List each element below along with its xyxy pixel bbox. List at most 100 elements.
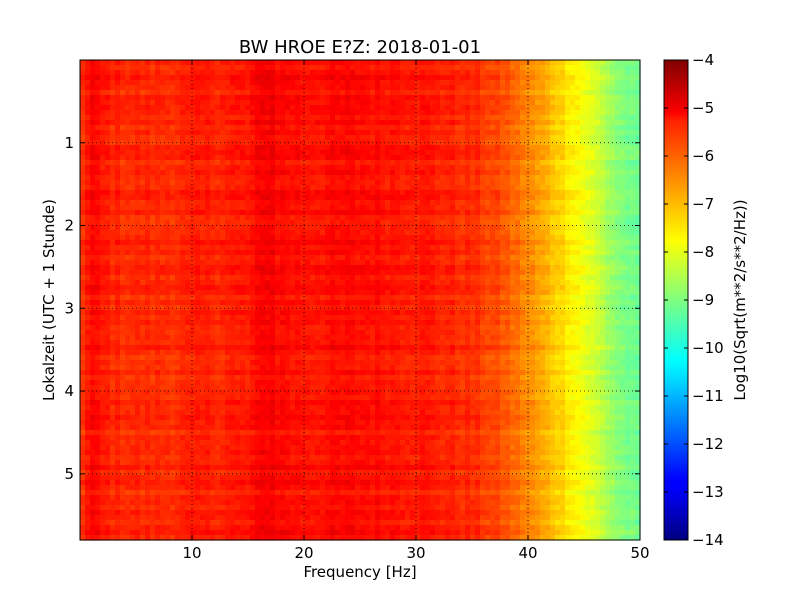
heatmap-cell: [595, 220, 601, 226]
heatmap-cell: [325, 170, 331, 176]
heatmap-cell: [455, 220, 461, 226]
heatmap-cell: [210, 110, 216, 116]
heatmap-cell: [215, 180, 221, 186]
heatmap-cell: [335, 110, 341, 116]
heatmap-cell: [330, 225, 336, 231]
heatmap-cell: [195, 170, 201, 176]
heatmap-cell: [120, 265, 126, 271]
heatmap-cell: [610, 90, 616, 96]
heatmap-cell: [320, 85, 326, 91]
heatmap-cell: [430, 65, 436, 71]
heatmap-cell: [340, 255, 346, 261]
heatmap-cell: [420, 165, 426, 171]
heatmap-cell: [325, 120, 331, 126]
heatmap-cell: [450, 125, 456, 131]
heatmap-cell: [620, 195, 626, 201]
heatmap-cell: [505, 125, 511, 131]
heatmap-cell: [475, 65, 481, 71]
heatmap-cell: [380, 205, 386, 211]
heatmap-cell: [455, 65, 461, 71]
heatmap-cell: [230, 230, 236, 236]
heatmap-cell: [445, 130, 451, 136]
heatmap-cell: [340, 235, 346, 241]
heatmap-cell: [270, 80, 276, 86]
heatmap-cell: [495, 145, 501, 151]
heatmap-cell: [610, 80, 616, 86]
heatmap-cell: [110, 205, 116, 211]
heatmap-cell: [475, 80, 481, 86]
heatmap-cell: [150, 260, 156, 266]
heatmap-cell: [165, 90, 171, 96]
heatmap-cell: [145, 75, 151, 81]
heatmap-cell: [240, 165, 246, 171]
heatmap-cell: [345, 105, 351, 111]
heatmap-cell: [295, 170, 301, 176]
heatmap-cell: [320, 255, 326, 261]
heatmap-cell: [80, 130, 86, 136]
heatmap-cell: [500, 195, 506, 201]
heatmap-cell: [230, 220, 236, 226]
heatmap-cell: [630, 155, 636, 161]
heatmap-cell: [185, 240, 191, 246]
heatmap-cell: [265, 90, 271, 96]
heatmap-cell: [90, 75, 96, 81]
heatmap-cell: [575, 80, 581, 86]
heatmap-cell: [85, 75, 91, 81]
heatmap-cell: [435, 105, 441, 111]
heatmap-cell: [160, 95, 166, 101]
heatmap-cell: [615, 265, 621, 271]
heatmap-cell: [170, 215, 176, 221]
heatmap-cell: [365, 235, 371, 241]
heatmap-cell: [445, 80, 451, 86]
heatmap-cell: [145, 250, 151, 256]
heatmap-cell: [190, 190, 196, 196]
heatmap-cell: [460, 90, 466, 96]
heatmap-cell: [545, 145, 551, 151]
heatmap-cell: [475, 265, 481, 271]
heatmap-cell: [500, 70, 506, 76]
heatmap-cell: [105, 95, 111, 101]
heatmap-cell: [500, 255, 506, 261]
heatmap-cell: [285, 180, 291, 186]
heatmap-cell: [290, 165, 296, 171]
heatmap-cell: [155, 60, 161, 66]
heatmap-cell: [165, 260, 171, 266]
heatmap-cell: [320, 125, 326, 131]
heatmap-cell: [350, 190, 356, 196]
heatmap-cell: [515, 250, 521, 256]
heatmap-cell: [480, 80, 486, 86]
heatmap-cell: [225, 190, 231, 196]
heatmap-cell: [285, 245, 291, 251]
heatmap-cell: [190, 85, 196, 91]
heatmap-cell: [305, 245, 311, 251]
heatmap-cell: [265, 150, 271, 156]
heatmap-cell: [195, 160, 201, 166]
heatmap-cell: [500, 120, 506, 126]
heatmap-cell: [405, 165, 411, 171]
heatmap-cell: [290, 230, 296, 236]
heatmap-cell: [280, 200, 286, 206]
heatmap-cell: [285, 175, 291, 181]
heatmap-cell: [405, 240, 411, 246]
heatmap-cell: [410, 190, 416, 196]
heatmap-cell: [230, 195, 236, 201]
heatmap-cell: [480, 210, 486, 216]
heatmap-cell: [505, 265, 511, 271]
heatmap-cell: [365, 105, 371, 111]
heatmap-cell: [255, 260, 261, 266]
heatmap-cell: [550, 170, 556, 176]
heatmap-cell: [180, 65, 186, 71]
heatmap-cell: [455, 70, 461, 76]
heatmap-cell: [345, 65, 351, 71]
heatmap-cell: [295, 225, 301, 231]
heatmap-cell: [210, 280, 216, 286]
heatmap-cell: [540, 260, 546, 266]
heatmap-cell: [595, 100, 601, 106]
heatmap-cell: [560, 255, 566, 261]
heatmap-cell: [310, 245, 316, 251]
heatmap-cell: [380, 170, 386, 176]
heatmap-cell: [140, 260, 146, 266]
heatmap-cell: [580, 145, 586, 151]
heatmap-cell: [540, 175, 546, 181]
heatmap-cell: [210, 175, 216, 181]
